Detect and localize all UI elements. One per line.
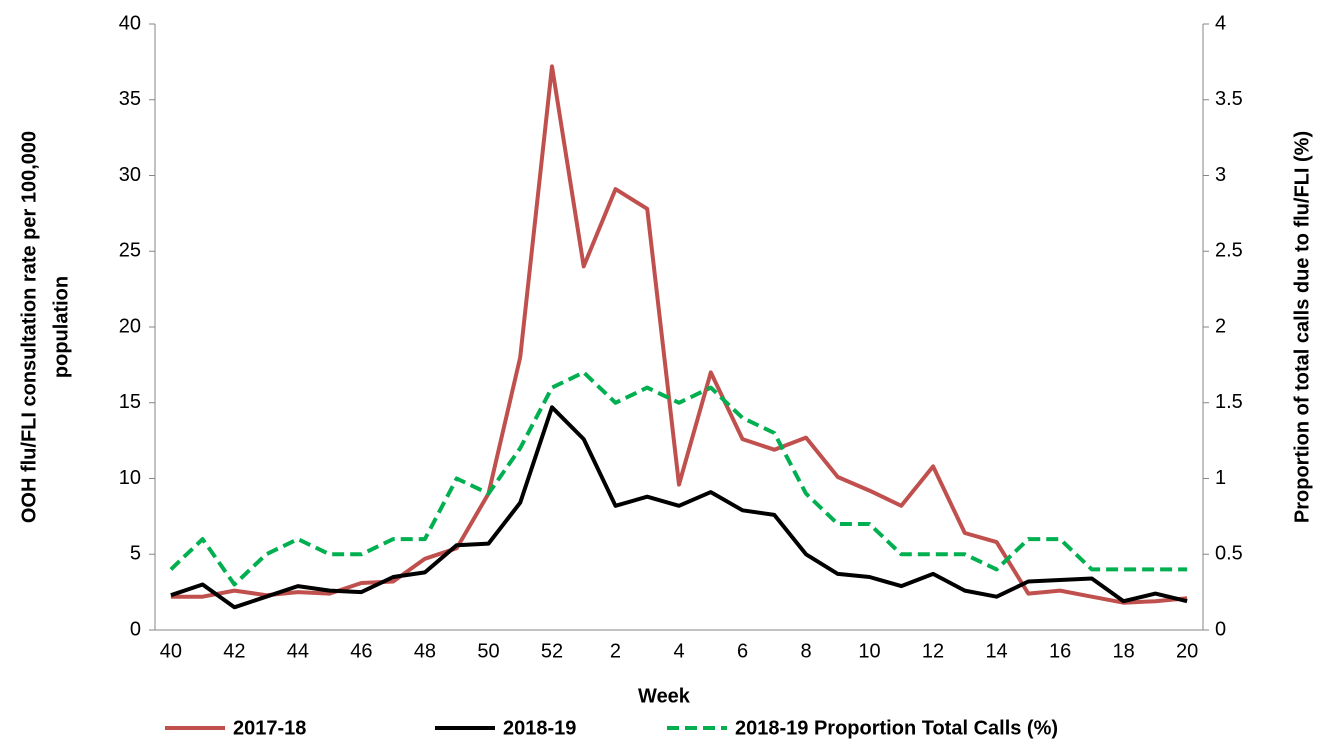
y-tick-label: 30 (119, 164, 141, 186)
y-axis-title: population (50, 276, 72, 378)
y-tick-label: 25 (119, 240, 141, 262)
x-axis-title: Week (638, 685, 691, 707)
x-tick-label: 14 (985, 640, 1007, 662)
y2-tick-label: 3.5 (1215, 88, 1243, 110)
x-tick-label: 20 (1176, 640, 1198, 662)
series-line (169, 370, 1188, 587)
x-tick-label: 52 (541, 640, 563, 662)
series-line (170, 64, 1188, 605)
x-tick-label: 40 (160, 640, 182, 662)
x-tick-label: 18 (1112, 640, 1134, 662)
x-tick-label: 44 (287, 640, 309, 662)
y2-tick-label: 3 (1215, 164, 1226, 186)
y2-tick-label: 0.5 (1215, 543, 1243, 565)
x-tick-label: 48 (414, 640, 436, 662)
legend-label: 2018-19 Proportion Total Calls (%) (735, 717, 1058, 739)
series-line (170, 405, 1188, 610)
y-axis-title: OOH flu/FLI consultation rate per 100,00… (18, 131, 40, 523)
y2-tick-label: 0 (1215, 618, 1226, 640)
x-tick-label: 8 (800, 640, 811, 662)
legend-label: 2017-18 (233, 717, 306, 739)
y2-axis-title: Proportion of total calls due to flu/FLI… (1291, 131, 1313, 523)
y-tick-label: 10 (119, 467, 141, 489)
x-tick-label: 50 (477, 640, 499, 662)
y-tick-label: 35 (119, 88, 141, 110)
y2-tick-label: 1.5 (1215, 391, 1243, 413)
x-tick-label: 2 (610, 640, 621, 662)
y-tick-label: 15 (119, 391, 141, 413)
x-tick-label: 16 (1049, 640, 1071, 662)
x-tick-label: 12 (922, 640, 944, 662)
legend-label: 2018-19 (503, 717, 576, 739)
x-tick-label: 46 (350, 640, 372, 662)
y-tick-label: 0 (130, 618, 141, 640)
y2-tick-label: 2.5 (1215, 240, 1243, 262)
x-tick-label: 6 (737, 640, 748, 662)
y2-tick-label: 1 (1215, 467, 1226, 489)
x-tick-label: 4 (673, 640, 684, 662)
x-tick-label: 10 (858, 640, 880, 662)
y2-tick-label: 4 (1215, 12, 1226, 34)
y2-tick-label: 2 (1215, 315, 1226, 337)
x-tick-label: 42 (223, 640, 245, 662)
y-tick-label: 5 (130, 543, 141, 565)
y-tick-label: 40 (119, 12, 141, 34)
y-tick-label: 20 (119, 315, 141, 337)
